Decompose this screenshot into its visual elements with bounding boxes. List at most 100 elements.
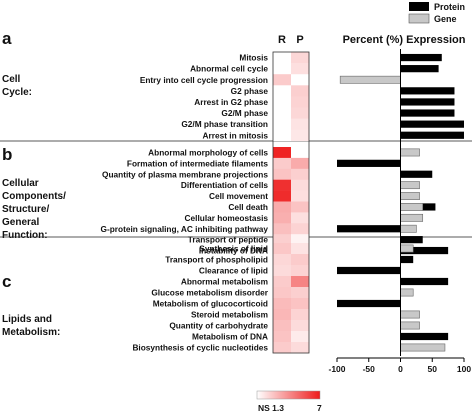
section-title-line: Structure/ <box>2 204 49 215</box>
row-label: Steroid metabolism <box>191 310 268 320</box>
protein-bar <box>337 225 401 233</box>
heatmap-cell-r <box>273 157 291 170</box>
heatmap-cell-p <box>291 254 309 266</box>
section-title-line: Function: <box>2 230 48 241</box>
heatmap-cell-r <box>273 309 291 321</box>
row-label: Cell movement <box>209 191 268 201</box>
heatmap-cell-r <box>273 254 291 266</box>
heatmap-cell-p <box>291 52 309 64</box>
protein-bar <box>400 131 464 139</box>
section-title-line: Cellular <box>2 178 39 189</box>
x-tick-label: 50 <box>428 364 438 374</box>
heatmap-cell-p <box>291 118 309 130</box>
protein-bar <box>337 159 401 167</box>
row-label: Glucose metabolism disorder <box>151 288 268 298</box>
heatmap-cell-p <box>291 287 309 299</box>
heatmap-cell-p <box>291 309 309 321</box>
protein-bar <box>400 255 414 264</box>
color-scale: NS 1.3 7 <box>256 390 322 413</box>
section-title-line: Cell <box>2 74 21 85</box>
heatmap-cell-p <box>291 243 309 255</box>
heatmap-cell-r <box>273 276 291 288</box>
protein-bar <box>400 65 439 73</box>
heatmap-cell-r <box>273 320 291 332</box>
row-label: Formation of intermediate filaments <box>127 158 268 168</box>
heatmap-cell-r <box>273 190 291 202</box>
bar-chart <box>337 49 464 356</box>
row-label: G2/M phase <box>221 108 268 118</box>
section-letter: a <box>2 29 12 48</box>
row-label: Metabolism of DNA <box>192 332 268 342</box>
heatmap-cell-p <box>291 276 309 288</box>
row-label: Instability of DNA <box>199 246 268 256</box>
heatmap-cell-r <box>273 243 291 255</box>
heatmap-column-header: R <box>278 34 286 46</box>
heatmap-border <box>272 51 310 354</box>
heatmap-cell-r <box>273 63 291 75</box>
legend: Protein Gene <box>408 2 465 24</box>
row-label: Cell death <box>228 202 268 212</box>
gene-bar <box>400 192 420 200</box>
section-title-line: General <box>2 217 39 228</box>
color-scale-low-label: NS 1.3 <box>258 403 284 413</box>
heatmap-cell-p <box>291 223 309 235</box>
heatmap-cell-p <box>291 96 309 108</box>
x-tick-label: -50 <box>363 364 376 374</box>
heatmap-cell-r <box>273 342 291 354</box>
gene-bar <box>400 343 446 352</box>
gene-bar <box>400 203 424 211</box>
protein-bar <box>337 299 401 308</box>
heatmap-cell-p <box>291 201 309 213</box>
section-title-line: Components/ <box>2 191 66 202</box>
row-label: Biosynthesis of cyclic nucleotides <box>132 343 268 353</box>
section-title-line: Cycle: <box>2 87 32 98</box>
heatmap-cell-r <box>273 223 291 235</box>
heatmap-cell-p <box>291 147 309 159</box>
heatmap-cell-p <box>291 331 309 343</box>
section-letter: c <box>2 272 11 291</box>
heatmap-cell-p <box>291 190 309 202</box>
heatmap-cell-r <box>273 234 291 246</box>
heatmap-cell-p <box>291 85 309 97</box>
legend-gene-swatch <box>408 13 430 24</box>
row-label: Differentiation of cells <box>181 180 269 190</box>
protein-bar <box>400 120 464 128</box>
legend-gene-label: Gene <box>434 14 457 24</box>
heatmap-column-header: P <box>296 34 303 46</box>
heatmap-cell-r <box>273 129 291 142</box>
row-label: Mitosis <box>239 53 268 63</box>
row-label: Quantity of carbohydrate <box>169 321 268 331</box>
gene-bar <box>400 310 420 319</box>
heatmap-cell-p <box>291 320 309 332</box>
heatmap-cell-r <box>273 331 291 343</box>
protein-bar <box>400 53 442 62</box>
heatmap-cell-r <box>273 265 291 277</box>
row-label: Entry into cell cycle progression <box>140 75 268 85</box>
heatmap-cell-r <box>273 212 291 224</box>
gene-bar <box>400 244 414 253</box>
protein-bar <box>400 98 455 106</box>
heatmap-cell-r <box>273 52 291 64</box>
protein-bar <box>400 236 423 244</box>
heatmap-cell-r <box>273 118 291 130</box>
heatmap-cell-p <box>291 179 309 191</box>
protein-bar <box>400 109 455 117</box>
row-label: Synthesis of lipid <box>199 244 268 254</box>
heatmap-cell-r <box>273 298 291 310</box>
row-label: G2 phase <box>231 86 269 96</box>
heatmap-cell-p <box>291 212 309 224</box>
protein-bar <box>337 266 401 275</box>
row-label: Arrest in mitosis <box>203 130 269 140</box>
row-label: Transport of phospholipid <box>165 255 268 265</box>
heatmap-cell-p <box>291 298 309 310</box>
row-label: Transport of peptide <box>188 235 269 245</box>
heatmap-cell-r <box>273 179 291 191</box>
heatmap-cell-r <box>273 147 291 159</box>
protein-bar <box>400 277 449 286</box>
gene-bar <box>400 148 420 157</box>
gene-bar <box>400 224 417 233</box>
heatmap-cell-r <box>273 96 291 108</box>
heatmap-cell-r <box>273 85 291 97</box>
row-label: G2/M phase transition <box>181 119 268 129</box>
